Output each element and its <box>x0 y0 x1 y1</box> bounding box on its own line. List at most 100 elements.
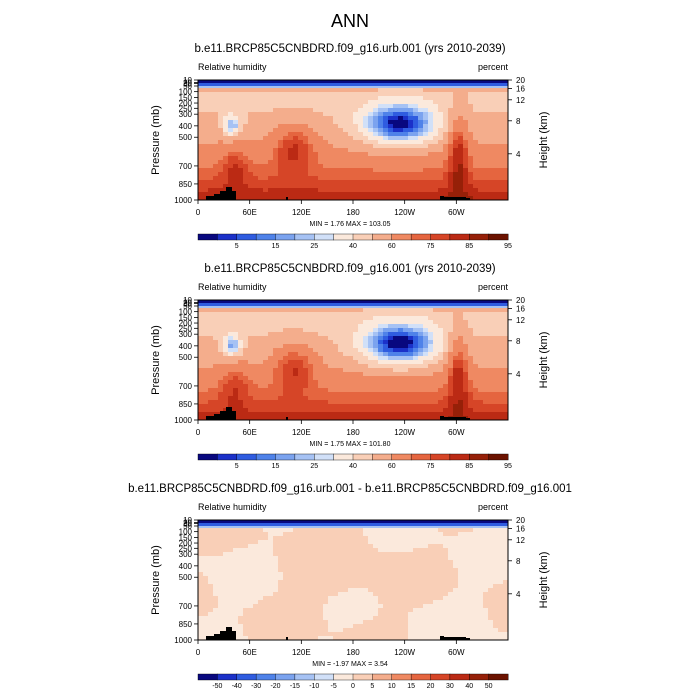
contour-cell <box>293 544 299 549</box>
contour-cell <box>383 372 389 377</box>
contour-cell <box>358 92 364 97</box>
contour-cell <box>463 156 469 161</box>
contour-cell <box>503 144 509 149</box>
contour-cell <box>343 196 349 201</box>
contour-cell <box>383 396 389 401</box>
contour-cell <box>498 124 504 129</box>
contour-cell <box>503 536 509 541</box>
contour-cell <box>338 164 344 169</box>
contour-cell <box>478 548 484 553</box>
contour-cell <box>453 396 459 401</box>
contour-cell <box>443 328 449 333</box>
contour-cell <box>453 572 459 577</box>
contour-cell <box>353 124 359 129</box>
contour-cell <box>403 388 409 393</box>
contour-cell <box>298 184 304 189</box>
contour-cell <box>323 116 329 121</box>
contour-cell <box>288 108 294 113</box>
contour-cell <box>363 116 369 121</box>
contour-cell <box>433 356 439 361</box>
contour-cell <box>503 528 509 533</box>
contour-cell <box>378 352 384 357</box>
contour-cell <box>443 316 449 321</box>
contour-cell <box>348 148 354 153</box>
contour-cell <box>253 184 259 189</box>
contour-cell <box>458 372 464 377</box>
contour-cell <box>413 384 419 389</box>
contour-cell <box>333 544 339 549</box>
contour-cell <box>288 556 294 561</box>
contour-cell <box>413 180 419 185</box>
contour-cell <box>378 156 384 161</box>
contour-cell <box>478 156 484 161</box>
contour-cell <box>358 168 364 173</box>
contour-cell <box>503 148 509 153</box>
contour-cell <box>478 416 484 421</box>
colorbar-swatch <box>372 453 393 461</box>
contour-cell <box>473 548 479 553</box>
contour-cell <box>288 184 294 189</box>
contour-cell <box>498 136 504 141</box>
contour-cell <box>478 568 484 573</box>
contour-cell <box>453 180 459 185</box>
contour-cell <box>243 320 249 325</box>
contour-cell <box>273 164 279 169</box>
contour-cell <box>358 364 364 369</box>
contour-cell <box>383 384 389 389</box>
contour-cell <box>328 376 334 381</box>
contour-cell <box>218 396 224 401</box>
contour-cell <box>353 164 359 169</box>
contour-cell <box>213 544 219 549</box>
contour-cell <box>343 96 349 101</box>
contour-cell <box>323 332 329 337</box>
contour-cell <box>388 140 394 145</box>
contour-cell <box>308 128 314 133</box>
contour-cell <box>438 104 444 109</box>
chart-title: b.e11.BRCP85C5CNBDRD.f09_g16.urb.001 - b… <box>128 483 572 495</box>
contour-cell <box>393 116 399 121</box>
contour-cell <box>283 408 289 413</box>
contour-cell <box>498 112 504 117</box>
contour-cell <box>358 532 364 537</box>
contour-cell <box>358 112 364 117</box>
contour-cell <box>208 308 214 313</box>
contour-cell <box>218 356 224 361</box>
contour-cell <box>363 332 369 337</box>
contour-cell <box>398 348 404 353</box>
contour-cell <box>343 408 349 413</box>
contour-cell <box>348 380 354 385</box>
contour-cell <box>498 404 504 409</box>
contour-cell <box>463 372 469 377</box>
contour-cell <box>418 132 424 137</box>
contour-cell <box>388 148 394 153</box>
contour-cell <box>373 336 379 341</box>
contour-cell <box>348 324 354 329</box>
contour-cell <box>328 364 334 369</box>
contour-cell <box>428 312 434 317</box>
contour-cell <box>418 188 424 193</box>
contour-cell <box>368 340 374 345</box>
contour-cell <box>293 328 299 333</box>
contour-cell <box>208 380 214 385</box>
contour-cell <box>453 324 459 329</box>
contour-cell <box>498 196 504 201</box>
contour-cell <box>303 160 309 165</box>
contour-cell <box>333 580 339 585</box>
contour-cell <box>383 96 389 101</box>
contour-cell <box>473 120 479 125</box>
contour-cell <box>243 140 249 145</box>
contour-cell <box>488 400 494 405</box>
contour-cell <box>438 572 444 577</box>
contour-cell <box>438 328 444 333</box>
contour-cell <box>298 156 304 161</box>
contour-cell <box>233 576 239 581</box>
contour-cell <box>453 128 459 133</box>
contour-cell <box>208 360 214 365</box>
x-tick-label: 60W <box>448 428 465 437</box>
contour-cell <box>468 320 474 325</box>
contour-cell <box>418 152 424 157</box>
contour-cell <box>458 92 464 97</box>
contour-cell <box>503 88 509 93</box>
contour-cell <box>308 584 314 589</box>
contour-cell <box>333 152 339 157</box>
